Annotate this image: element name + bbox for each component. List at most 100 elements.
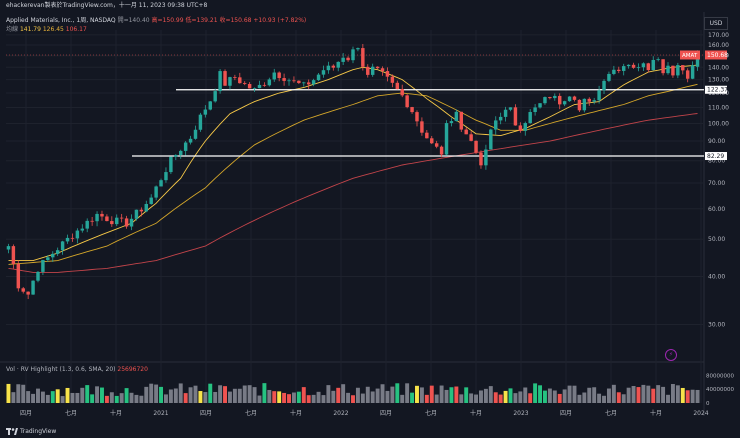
volume-bar [577,394,582,403]
volume-bar [139,395,144,403]
volume-bar [424,394,429,403]
candle-body [385,71,390,77]
tradingview-logo-icon [6,428,20,436]
ma-mid-line [8,83,698,265]
volume-bar [542,390,547,403]
volume-bar [631,386,636,403]
volume-bar [587,387,592,403]
footer-brand[interactable]: TradingView [6,428,56,436]
candle-body [656,59,660,61]
volume-bar [528,393,533,403]
volume-bar [513,393,518,403]
candle-body [430,138,434,144]
currency-button[interactable]: USD [704,17,728,30]
candle-body [474,140,478,153]
candle-body [311,80,316,85]
volume-indicator-label: Vol · RV Highlight (1.3, 0.6, SMA, 20) [6,366,116,373]
volume-bar [670,384,675,403]
volume-bar [444,389,449,403]
ma2-value: 126.45 [42,26,64,33]
candle-body [592,100,596,102]
volume-bar [616,392,621,403]
candle-body [489,129,493,150]
moving-average-legend[interactable]: 均線 141.79 126.45 106.17 [6,26,87,34]
volume-bar [351,395,355,403]
volume-bar [449,387,454,403]
time-tick-label: 七月 [245,409,257,417]
volume-bar [439,385,444,403]
candle-body [223,71,227,86]
volume-bar [168,389,173,403]
lightning-icon[interactable]: ⚡ [665,349,677,361]
candle-body [198,114,203,130]
time-tick-label: 七月 [425,409,437,417]
candle-body [193,129,198,139]
volume-bar [232,388,237,403]
time-tick-label: 七月 [605,409,617,417]
volume-bar [11,392,16,403]
volume-bar [16,384,21,403]
volume-bar [651,388,656,403]
ma3-value: 106.17 [65,26,87,33]
candle-body [164,172,168,181]
candle-body [306,82,311,85]
candle-body [124,218,129,227]
candle-body [434,143,439,147]
candle-body [267,79,272,86]
volume-bar [646,385,651,403]
time-tick-label: 七月 [65,409,77,417]
candle-body [444,123,449,155]
volume-bar [40,391,45,403]
volume-bar [173,388,178,403]
price-tick-label: 170.00 [708,32,729,39]
horizontal-line-tag [705,85,727,94]
candle-body [479,152,483,166]
candle-body [139,209,144,212]
volume-bar [134,394,139,403]
candle-body [51,253,55,258]
volume-bar [336,387,341,403]
volume-bar [36,388,40,403]
candle-body [228,77,232,86]
volume-bar [641,384,646,403]
candle-body [203,109,208,115]
candle-body [602,80,606,91]
volume-bar [242,385,247,403]
volume-bar [291,392,296,403]
candle-body [60,241,65,251]
price-tick-label: 140.00 [708,64,729,71]
candle-body [405,95,409,108]
volume-bar [203,392,208,403]
candle-body [247,84,252,89]
candle-body [449,121,454,124]
volume-bar [557,393,562,403]
volume-bar [346,392,351,403]
volume-bar [316,391,321,403]
volume-bar [621,394,626,403]
price-tick-label: 60.00 [708,206,725,213]
candle-body [415,112,419,122]
volume-bar [301,387,306,403]
last-price-label: 150.68 [707,52,728,59]
volume-bar [518,391,523,403]
volume-indicator-legend[interactable]: Vol · RV Highlight (1.3, 0.6, SMA, 20) 2… [6,366,148,374]
volume-bar [390,386,395,403]
volume-bar [104,395,109,403]
candle-body [420,121,424,133]
volume-bar [360,393,365,403]
candle-body [513,107,518,126]
volume-bar [223,386,227,403]
volume-bar [597,393,602,403]
volume-bar [6,383,11,403]
volume-bar [469,393,474,403]
candle-body [395,82,400,90]
candle-body [690,65,695,79]
candle-body [538,103,542,108]
volume-bar [85,385,90,403]
volume-bar [552,390,557,403]
time-tick-label: 四月 [20,410,32,417]
candle-body [282,78,286,81]
candle-body [262,84,267,86]
volume-bar [680,387,685,403]
